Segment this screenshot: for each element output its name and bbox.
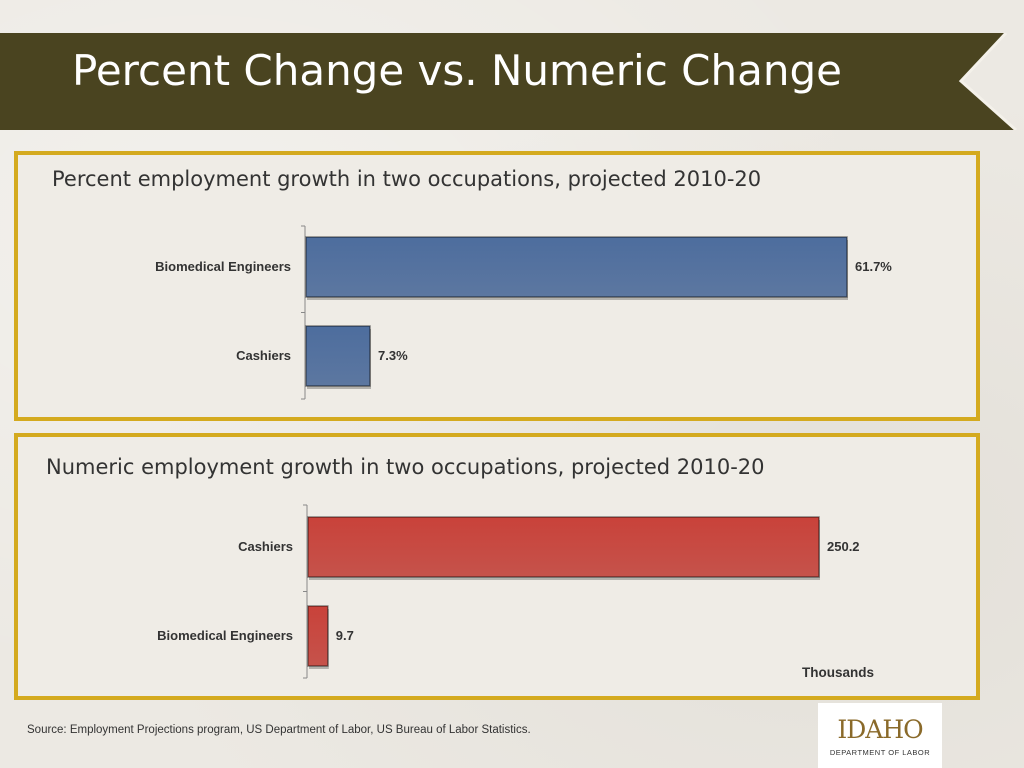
category-label: Biomedical Engineers: [155, 259, 291, 274]
data-label: 9.7: [336, 628, 354, 643]
data-label: 7.3%: [378, 348, 408, 363]
data-label: 61.7%: [855, 259, 892, 274]
slide-title: Percent Change vs. Numeric Change: [72, 46, 842, 95]
data-label: 250.2: [827, 539, 860, 554]
numeric-chart: Cashiers 250.2 Biomedical Engineers 9.7 Thou…: [157, 504, 874, 680]
logo-subtext: DEPARTMENT OF LABOR: [829, 748, 931, 757]
category-label: Cashiers: [236, 348, 291, 363]
numeric-chart-panel: Numeric employment growth in two occupat…: [14, 433, 980, 700]
bar: [307, 516, 820, 578]
chart-title: Percent employment growth in two occupat…: [52, 167, 762, 191]
unit-label: Thousands: [802, 665, 874, 680]
source-note: Source: Employment Projections program, …: [27, 724, 531, 736]
title-banner-shape: [0, 33, 1017, 130]
category-label: Cashiers: [238, 539, 293, 554]
bar: [305, 236, 848, 298]
chart-title: Numeric employment growth in two occupat…: [46, 455, 765, 479]
category-label: Biomedical Engineers: [157, 628, 293, 643]
idaho-dol-logo: IDAHO DEPARTMENT OF LABOR: [818, 703, 942, 768]
bar: [305, 325, 371, 387]
bar: [307, 605, 329, 667]
logo-wordmark: IDAHO: [837, 715, 923, 744]
title-banner: [0, 33, 1024, 130]
percent-chart-panel: Percent employment growth in two occupat…: [14, 151, 980, 421]
percent-chart: Biomedical Engineers 61.7% Cashiers 7.3%: [155, 225, 892, 400]
